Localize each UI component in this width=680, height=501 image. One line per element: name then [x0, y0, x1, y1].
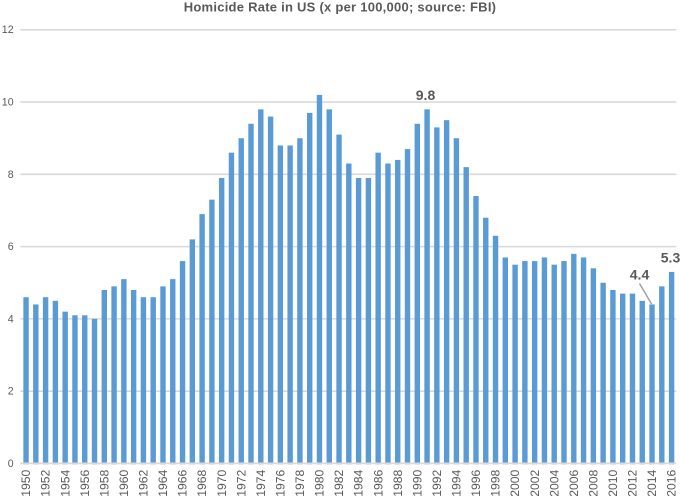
- svg-text:1966: 1966: [176, 469, 190, 496]
- svg-text:1958: 1958: [97, 469, 111, 496]
- svg-text:2004: 2004: [547, 469, 561, 496]
- svg-text:2002: 2002: [528, 469, 542, 496]
- svg-text:1980: 1980: [313, 469, 327, 496]
- svg-text:12: 12: [2, 24, 14, 36]
- svg-text:1976: 1976: [273, 469, 287, 496]
- svg-text:1992: 1992: [430, 469, 444, 496]
- svg-text:2014: 2014: [645, 469, 659, 496]
- svg-text:1982: 1982: [332, 469, 346, 496]
- svg-text:10: 10: [2, 97, 14, 109]
- svg-text:1978: 1978: [293, 469, 307, 496]
- svg-text:Homicide Rate in US (x per 100: Homicide Rate in US (x per 100,000; sour…: [184, 0, 497, 14]
- svg-text:8: 8: [8, 169, 14, 181]
- svg-text:4.4: 4.4: [630, 266, 650, 282]
- svg-text:1960: 1960: [117, 469, 131, 496]
- svg-text:1994: 1994: [450, 469, 464, 496]
- svg-text:2000: 2000: [508, 469, 522, 496]
- svg-text:1972: 1972: [234, 469, 248, 496]
- svg-text:1996: 1996: [469, 469, 483, 496]
- svg-text:2: 2: [8, 386, 14, 398]
- svg-text:1984: 1984: [352, 469, 366, 496]
- svg-text:2012: 2012: [626, 469, 640, 496]
- svg-text:0: 0: [8, 458, 14, 470]
- svg-text:6: 6: [8, 241, 14, 253]
- svg-text:1954: 1954: [58, 469, 72, 496]
- svg-text:1956: 1956: [78, 469, 92, 496]
- svg-text:2010: 2010: [606, 469, 620, 496]
- svg-text:4: 4: [8, 313, 14, 325]
- svg-text:1998: 1998: [489, 469, 503, 496]
- svg-text:1974: 1974: [254, 469, 268, 496]
- svg-text:1962: 1962: [137, 469, 151, 496]
- svg-text:1970: 1970: [215, 469, 229, 496]
- svg-text:1968: 1968: [195, 469, 209, 496]
- svg-text:2016: 2016: [665, 469, 679, 496]
- svg-text:2008: 2008: [586, 469, 600, 496]
- svg-text:5.3: 5.3: [661, 250, 680, 266]
- svg-text:1988: 1988: [391, 469, 405, 496]
- svg-text:1990: 1990: [410, 469, 424, 496]
- svg-text:1952: 1952: [39, 469, 53, 496]
- svg-text:1950: 1950: [19, 469, 33, 496]
- svg-text:1964: 1964: [156, 469, 170, 496]
- svg-text:9.8: 9.8: [416, 87, 436, 103]
- svg-text:2006: 2006: [567, 469, 581, 496]
- svg-text:1986: 1986: [371, 469, 385, 496]
